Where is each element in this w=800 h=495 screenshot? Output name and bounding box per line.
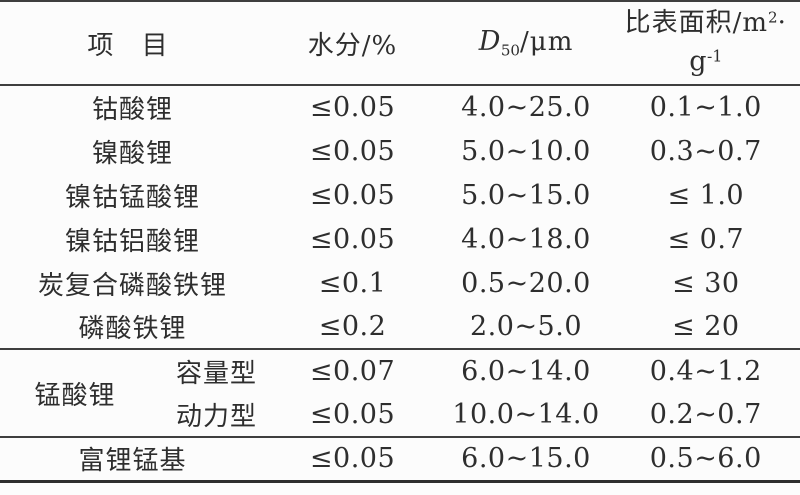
table-header-row: 项 目 水分/% D50/μm 比表面积/m2· g-1 [0, 1, 800, 85]
ssa-value: ≤ 0.7 [667, 223, 745, 255]
ssa-value: ≤ 1.0 [667, 179, 745, 211]
ssa-header-line1: 比表面积/m2· [624, 7, 787, 38]
material-name: 炭复合磷酸铁锂 [38, 270, 228, 301]
moisture-value: ≤0.05 [309, 92, 396, 123]
moisture-value: ≤0.05 [309, 223, 396, 255]
table-row: 富锂锰基 ≤0.05 6.0~15.0 0.5~6.0 [0, 437, 800, 481]
d50-symbol: D [478, 26, 501, 58]
moisture-value: ≤0.05 [309, 399, 396, 430]
moisture-value: ≤0.2 [318, 311, 387, 342]
d50-value: 4.0~18.0 [461, 223, 591, 255]
material-name: 钴酸锂 [92, 95, 174, 125]
cathode-materials-spec-table: 项 目 水分/% D50/μm 比表面积/m2· g-1 钴酸锂 ≤0.05 4… [0, 0, 800, 483]
table-row: 炭复合磷酸铁锂 ≤0.1 0.5~20.0 ≤ 30 [0, 261, 800, 305]
column-header-moisture: 水分/% [307, 30, 398, 61]
ssa-header-line2: g-1 [689, 46, 723, 78]
d50-unit: /μm [520, 27, 574, 58]
material-name: 磷酸铁锂 [78, 314, 187, 344]
ssa-value: 0.2~0.7 [649, 399, 762, 430]
material-subtype: 容量型 [176, 359, 258, 389]
table-row: 镍钴铝酸锂 ≤0.05 4.0~18.0 ≤ 0.7 [0, 217, 800, 261]
table-row: 钴酸锂 ≤0.05 4.0~25.0 0.1~1.0 [0, 85, 800, 129]
material-name: 镍钴锰酸锂 [65, 182, 201, 213]
moisture-value: ≤0.1 [318, 267, 387, 299]
ssa-value: 0.1~1.0 [649, 92, 762, 123]
d50-value: 0.5~20.0 [461, 267, 591, 299]
material-name: 镍酸锂 [92, 138, 174, 169]
d50-value: 6.0~14.0 [461, 356, 591, 387]
ssa-value: 0.4~1.2 [649, 356, 762, 387]
material-name: 富锂锰基 [78, 446, 187, 477]
d50-value: 4.0~25.0 [461, 92, 591, 123]
table-row: 磷酸铁锂 ≤0.2 2.0~5.0 ≤ 20 [0, 305, 800, 349]
table-row-group-subrow: 动力型 ≤0.05 10.0~14.0 0.2~0.7 [0, 393, 800, 437]
ssa-value: 0.3~0.7 [649, 135, 762, 167]
d50-subscript: 50 [500, 41, 521, 60]
d50-value: 2.0~5.0 [470, 311, 583, 342]
table-row: 镍酸锂 ≤0.05 5.0~10.0 0.3~0.7 [0, 129, 800, 173]
ssa-value: ≤ 20 [671, 311, 740, 342]
moisture-value: ≤0.05 [309, 443, 396, 475]
column-header-item: 项 目 [87, 30, 178, 61]
column-header-ssa: 比表面积/m2· g-1 [612, 1, 800, 85]
ssa-value: 0.5~6.0 [649, 443, 762, 475]
moisture-value: ≤0.05 [309, 135, 396, 167]
material-group-name: 锰酸锂 [34, 380, 116, 411]
table-row: 镍钴锰酸锂 ≤0.05 5.0~15.0 ≤ 1.0 [0, 173, 800, 217]
moisture-value: ≤0.05 [309, 179, 396, 211]
column-header-d50: D50/μm [440, 1, 612, 85]
ssa-value: ≤ 30 [671, 267, 740, 299]
material-name: 镍钴铝酸锂 [65, 226, 201, 257]
d50-value: 10.0~14.0 [452, 399, 600, 430]
material-subtype: 动力型 [176, 402, 258, 432]
table-row-group-subrow: 锰酸锂 容量型 ≤0.07 6.0~14.0 0.4~1.2 [0, 349, 800, 411]
moisture-value: ≤0.07 [309, 356, 396, 387]
d50-value: 6.0~15.0 [461, 443, 591, 475]
d50-value: 5.0~10.0 [461, 135, 591, 167]
d50-value: 5.0~15.0 [461, 179, 591, 211]
